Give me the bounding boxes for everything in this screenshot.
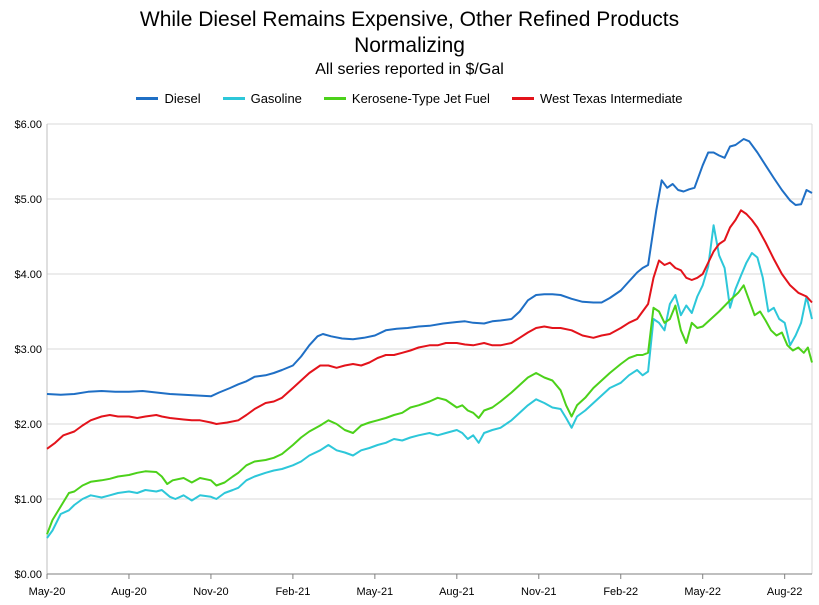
- legend-swatch-wti: [511, 97, 534, 100]
- series-line-diesel: [46, 138, 813, 398]
- legend-item-wti: West Texas Intermediate: [511, 91, 683, 106]
- chart-legend: Diesel Gasoline Kerosene-Type Jet Fuel W…: [0, 91, 819, 106]
- y-tick-label: $5.00: [14, 194, 42, 206]
- y-tick-label: $0.00: [14, 569, 42, 581]
- x-tick-label: Nov-20: [193, 586, 228, 598]
- series-line-kerosene-type-jet-fuel: [46, 284, 813, 535]
- legend-label-gasoline: Gasoline: [250, 91, 302, 106]
- x-tick-label: Aug-22: [767, 586, 802, 598]
- x-tick-label: May-22: [684, 586, 721, 598]
- legend-item-jet-fuel: Kerosene-Type Jet Fuel: [323, 91, 490, 106]
- legend-swatch-gasoline: [222, 97, 245, 100]
- legend-swatch-jet-fuel: [323, 97, 346, 100]
- x-tick-label: Aug-21: [439, 586, 474, 598]
- x-tick-label: Feb-22: [603, 586, 638, 598]
- x-tick-label: Aug-20: [111, 586, 146, 598]
- y-tick-label: $3.00: [14, 344, 42, 356]
- legend-item-gasoline: Gasoline: [222, 91, 302, 106]
- chart-title-line1: While Diesel Remains Expensive, Other Re…: [139, 8, 680, 31]
- legend-item-diesel: Diesel: [136, 91, 201, 106]
- y-tick-label: $4.00: [14, 269, 42, 281]
- y-tick-label: $2.00: [14, 419, 42, 431]
- x-tick-label: May-20: [29, 586, 66, 598]
- chart-subtitle: All series reported in $/Gal: [315, 61, 504, 78]
- series-line-west-texas-intermediate: [46, 209, 813, 450]
- y-tick-label: $6.00: [14, 119, 42, 131]
- series-line-gasoline: [46, 224, 813, 539]
- legend-swatch-diesel: [136, 97, 159, 100]
- y-tick-label: $1.00: [14, 494, 42, 506]
- x-tick-label: Nov-21: [521, 586, 556, 598]
- legend-label-wti: West Texas Intermediate: [539, 91, 683, 106]
- x-tick-label: Feb-21: [275, 586, 310, 598]
- legend-label-jet-fuel: Kerosene-Type Jet Fuel: [351, 91, 490, 106]
- x-tick-label: May-21: [357, 586, 394, 598]
- legend-label-diesel: Diesel: [164, 91, 201, 106]
- chart-title-line2: Normalizing: [354, 34, 465, 57]
